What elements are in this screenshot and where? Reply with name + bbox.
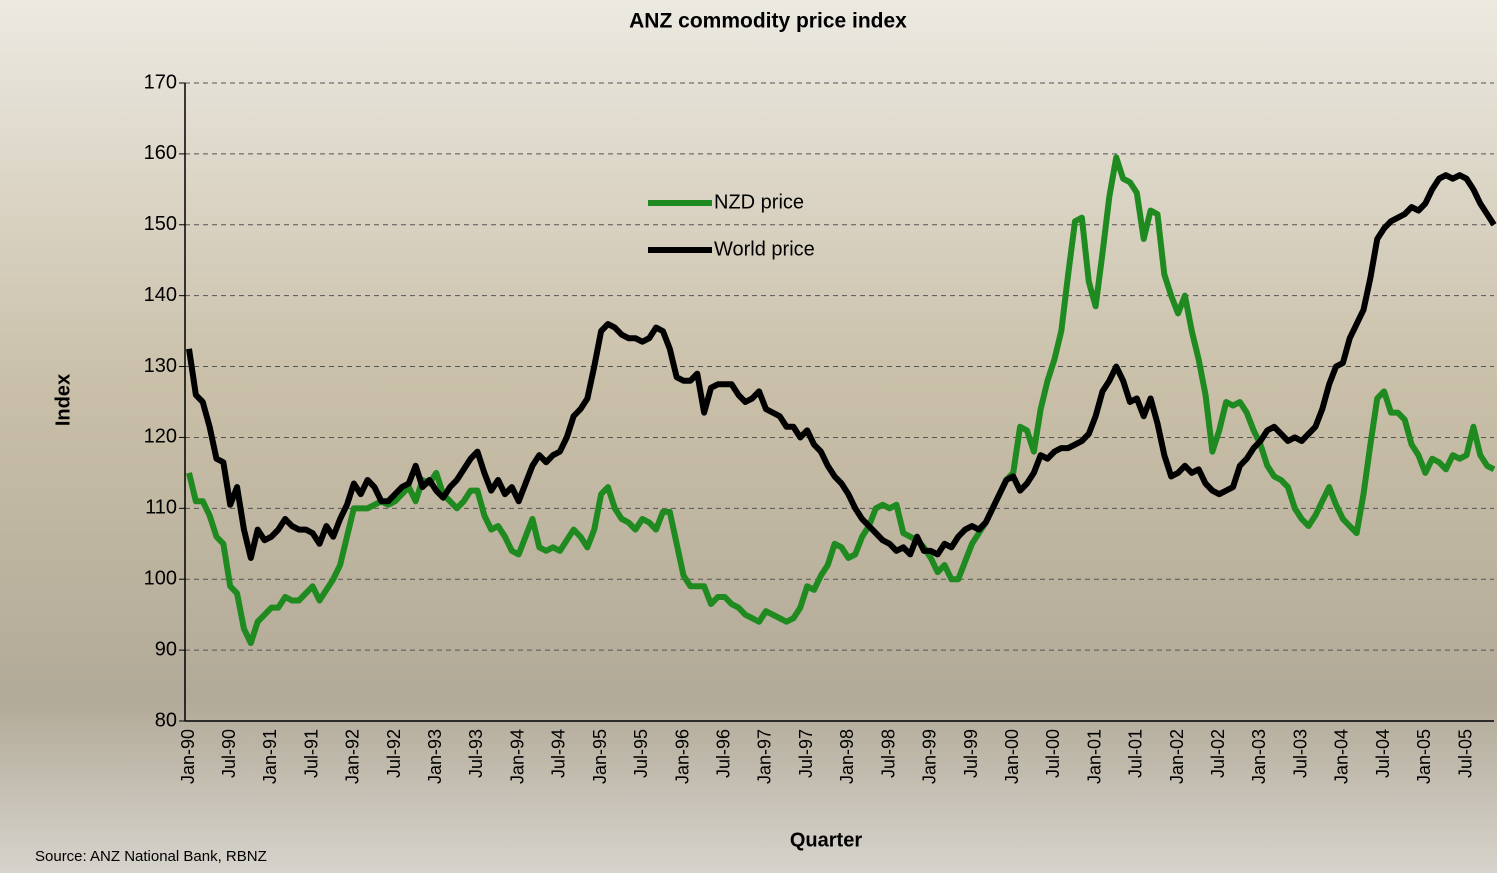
- x-tick-label: Jan-98: [837, 729, 857, 784]
- chart-title: ANZ commodity price index: [629, 10, 907, 33]
- y-tick-label: 160: [144, 142, 177, 164]
- x-tick-label: Jan-00: [1002, 729, 1022, 784]
- x-tick-label: Jul-98: [878, 729, 898, 778]
- y-tick-label: 140: [144, 284, 177, 306]
- x-tick-label: Jan-91: [260, 729, 280, 784]
- x-tick-label: Jul-02: [1208, 729, 1228, 778]
- x-tick-label: Jul-94: [549, 729, 569, 778]
- x-tick-label: Jan-93: [425, 729, 445, 784]
- x-tick-label: Jan-02: [1167, 729, 1187, 784]
- x-tick-label: Jan-94: [507, 729, 527, 784]
- y-tick-label: 130: [144, 355, 177, 377]
- legend-label: NZD price: [714, 191, 804, 213]
- x-tick-label: Jul-03: [1290, 729, 1310, 778]
- x-tick-label: Jul-92: [384, 729, 404, 778]
- x-tick-label: Jul-93: [466, 729, 486, 778]
- x-tick-label: Jul-91: [301, 729, 321, 778]
- y-tick-label: 150: [144, 213, 177, 235]
- x-tick-label: Jul-00: [1043, 729, 1063, 778]
- x-tick-label: Jan-99: [920, 729, 940, 784]
- x-tick-label: Jul-05: [1455, 729, 1475, 778]
- y-tick-label: 90: [155, 638, 177, 660]
- page: ANZ commodity price index Index Quarter …: [0, 0, 1497, 873]
- x-tick-label: Jan-96: [672, 729, 692, 784]
- x-tick-label: Jul-99: [961, 729, 981, 778]
- x-tick-label: Jul-90: [219, 729, 239, 778]
- x-tick-label: Jan-01: [1084, 729, 1104, 784]
- x-tick-label: Jan-90: [178, 729, 198, 784]
- y-tick-label: 110: [145, 497, 177, 519]
- y-tick-label: 170: [144, 71, 177, 93]
- x-axis-label: Quarter: [790, 829, 862, 851]
- y-tick-label: 120: [144, 426, 177, 448]
- chart: ANZ commodity price index Index Quarter …: [0, 0, 1497, 873]
- x-tick-label: Jan-95: [590, 729, 610, 784]
- x-tick-label: Jul-97: [796, 729, 816, 778]
- y-tick-label: 80: [155, 709, 177, 731]
- x-tick-label: Jan-05: [1414, 729, 1434, 784]
- x-tick-label: Jul-01: [1126, 729, 1146, 778]
- legend-label: World price: [714, 238, 815, 260]
- x-tick-label: Jan-97: [755, 729, 775, 784]
- x-tick-label: Jul-95: [631, 729, 651, 778]
- y-axis-label: Index: [52, 374, 74, 426]
- x-tick-label: Jan-04: [1332, 729, 1352, 784]
- x-tick-label: Jul-04: [1373, 729, 1393, 778]
- source-note: Source: ANZ National Bank, RBNZ: [35, 848, 267, 865]
- x-tick-label: Jan-03: [1249, 729, 1269, 784]
- y-tick-label: 100: [144, 568, 177, 590]
- x-tick-label: Jan-92: [343, 729, 363, 784]
- x-tick-label: Jul-96: [713, 729, 733, 778]
